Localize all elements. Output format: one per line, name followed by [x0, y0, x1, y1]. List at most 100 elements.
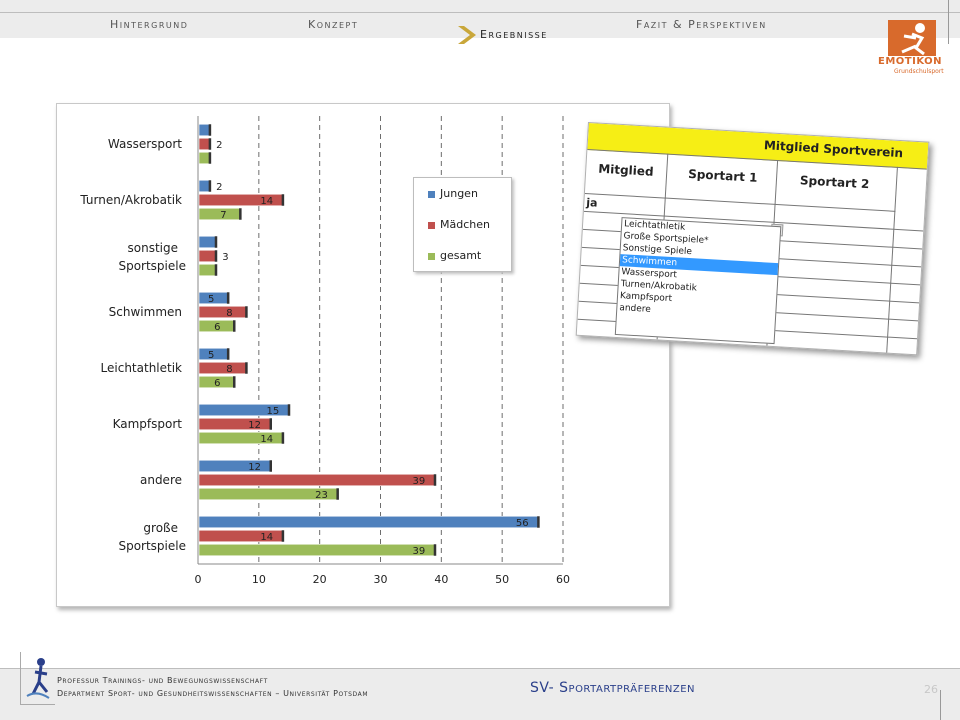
footer-corner-line	[940, 690, 941, 720]
university-logo-icon	[20, 652, 55, 705]
x-tick-label: 40	[434, 573, 448, 586]
x-tick-label: 50	[495, 573, 509, 586]
bar-end-cap	[226, 348, 230, 360]
category-label: Leichtathletik	[101, 361, 183, 375]
bar-end-cap	[226, 292, 230, 304]
bar-end-cap	[214, 250, 218, 262]
data-label: 14	[260, 434, 273, 445]
bar-end-cap	[336, 488, 339, 500]
category-label: Wassersport	[108, 137, 182, 151]
x-tick-label: 0	[195, 573, 202, 586]
bar-end-cap	[281, 432, 285, 444]
cell-mitglied-value[interactable]: ja	[585, 196, 598, 210]
bar-jungen	[198, 235, 218, 249]
legend-label: gesamt	[440, 249, 482, 262]
data-label: 12	[248, 462, 261, 473]
legend-label: Mädchen	[440, 218, 490, 231]
footer-rule	[0, 668, 960, 669]
bar-end-cap	[245, 362, 248, 374]
data-label: 23	[315, 490, 328, 501]
data-label: 2	[216, 182, 222, 193]
legend-swatch	[428, 191, 435, 198]
bar-mädchen	[198, 417, 273, 431]
data-label: 14	[260, 196, 273, 207]
bar-end-cap	[245, 306, 248, 318]
x-tick-label: 10	[252, 573, 266, 586]
legend-swatch	[428, 222, 435, 229]
footer-line-professur: Professur Trainings- und Bewegungswissen…	[57, 676, 268, 685]
bar-jungen	[198, 459, 273, 473]
bar-end-cap	[269, 460, 272, 472]
bar-mädchen	[198, 305, 248, 319]
legend-swatch	[428, 253, 435, 260]
bar-mädchen	[198, 473, 437, 487]
chart-legend: Jungen Mädchen gesamt	[413, 177, 512, 272]
page-number: 26	[924, 683, 938, 696]
nav-konzept[interactable]: Konzept	[308, 18, 359, 31]
sportart-dropdown-list[interactable]: Leichtathletik Große Sportspiele* Sonsti…	[614, 217, 782, 345]
x-tick-label: 60	[556, 573, 570, 586]
data-label: 8	[226, 364, 232, 375]
bar-end-cap	[208, 124, 212, 136]
bar-end-cap	[208, 138, 212, 150]
membership-table: Mitglied Sportverein Mitglied Sportart 1…	[575, 122, 930, 356]
bar-gesamt	[198, 487, 340, 501]
category-label: andere	[140, 473, 182, 487]
bar-gesamt	[198, 543, 437, 557]
category-label: Kampfsport	[113, 417, 183, 431]
data-label: 39	[413, 546, 426, 557]
data-label: 3	[222, 252, 228, 263]
table-title: Mitglied Sportverein	[763, 138, 904, 161]
data-label: 12	[248, 420, 261, 431]
chart-frame: 0 10 20 30 40 50 60 Wassersport 2 Turnen/Akrobati…	[56, 103, 670, 607]
header-mitglied: Mitglied	[584, 149, 669, 199]
emotikon-logo-icon	[888, 20, 936, 56]
data-label: 56	[516, 518, 529, 529]
bar-end-cap	[233, 320, 236, 332]
data-label: 14	[260, 532, 273, 543]
bar-jungen	[198, 515, 540, 529]
data-label: 6	[214, 322, 220, 333]
data-label: 15	[267, 406, 280, 417]
header-sportart-1: Sportart 1	[664, 153, 779, 205]
bar-end-cap	[433, 544, 437, 556]
category-label: sonstige Sportspiele	[118, 241, 186, 273]
category-label: Turnen/Akrobatik	[79, 193, 182, 207]
nav-hintergrund[interactable]: Hintergrund	[110, 18, 189, 31]
nav-fazit-perspektiven[interactable]: Fazit & Perspektiven	[636, 18, 767, 31]
data-label: 2	[216, 140, 222, 151]
data-label: 6	[214, 378, 220, 389]
header-label: Sportart 1	[687, 166, 758, 185]
data-label: 39	[413, 476, 426, 487]
category-label: große Sportspiele	[118, 521, 186, 553]
bar-end-cap	[214, 264, 218, 276]
corner-line	[948, 0, 949, 44]
data-label: 7	[220, 210, 226, 221]
bar-end-cap	[214, 236, 218, 248]
bar-end-cap	[233, 376, 236, 388]
header-label: Sportart 2	[799, 173, 870, 192]
bar-mädchen	[198, 361, 248, 375]
bar-chart: 0 10 20 30 40 50 60 Wassersport 2 Turnen/Akrobati…	[79, 116, 570, 586]
top-navigation-bar	[0, 0, 960, 38]
bar-end-cap	[269, 418, 272, 430]
category-label: Schwimmen	[109, 305, 182, 319]
bar-end-cap	[208, 180, 212, 192]
legend-label: Jungen	[440, 187, 478, 200]
x-tick-label: 30	[374, 573, 388, 586]
bar-end-cap	[239, 208, 242, 220]
bar-end-cap	[287, 404, 291, 416]
data-label: 8	[226, 308, 232, 319]
data-label: 5	[208, 294, 214, 305]
data-label: 5	[208, 350, 214, 361]
bar-end-cap	[433, 474, 437, 486]
nav-ergebnisse[interactable]: Ergebnisse	[480, 28, 548, 41]
bar-gesamt	[198, 263, 218, 277]
bar-end-cap	[537, 516, 540, 528]
bar-end-cap	[208, 152, 212, 164]
footer-line-department: Department Sport- und Gesundheitswissens…	[57, 689, 369, 698]
header-label: Mitglied	[597, 161, 654, 179]
logo-subtext: Grundschulsport	[894, 68, 944, 75]
footer-bar	[0, 668, 960, 720]
bar-mädchen	[198, 249, 218, 263]
